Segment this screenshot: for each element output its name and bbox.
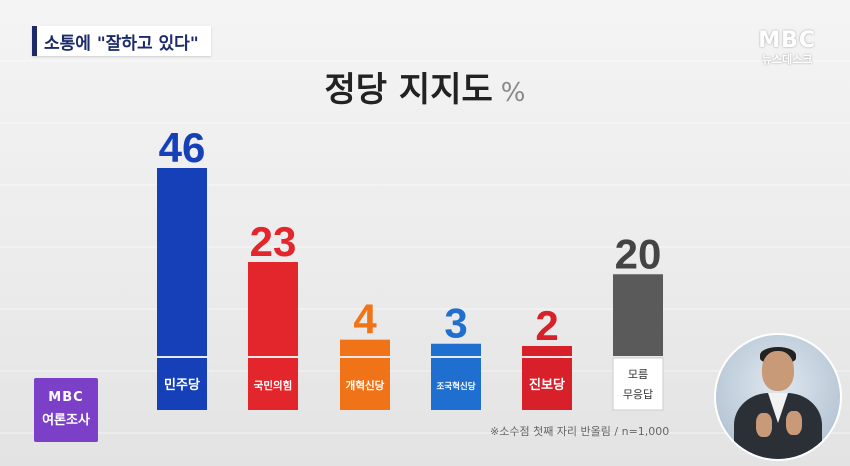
value-label-6: 20	[615, 230, 662, 277]
category-label-5: 진보당	[529, 377, 565, 393]
category-label-3: 개혁신당	[346, 379, 385, 392]
category-box-2	[248, 358, 298, 410]
program-name: 뉴스데스크	[761, 53, 813, 66]
category-box-3	[340, 358, 390, 410]
category-label-6-b: 무응답	[623, 388, 653, 401]
category-box-4	[431, 358, 481, 410]
category-box-1	[157, 358, 207, 410]
bar-3	[340, 339, 390, 356]
value-label-2: 23	[250, 218, 297, 265]
value-label-5: 2	[535, 302, 558, 349]
value-label-1: 46	[159, 124, 206, 171]
category-label-2: 국민의힘	[254, 379, 293, 392]
chart-title: 정당 지지도	[324, 70, 493, 110]
poll-badge-logo: MBC	[48, 390, 84, 405]
chart-title-wrap: 정당 지지도%	[0, 62, 850, 111]
category-box-6	[612, 357, 664, 411]
value-label-4: 3	[444, 300, 467, 347]
bar-6	[613, 274, 663, 356]
poll-badge: MBC 여론조사	[34, 378, 98, 442]
interpreter-right-hand	[786, 411, 802, 435]
bar-2	[248, 262, 298, 356]
category-label-4: 조국혁신당	[436, 381, 475, 392]
unit-label: %	[500, 78, 526, 108]
value-label-3: 4	[353, 296, 377, 343]
interpreter-left-hand	[756, 413, 772, 437]
category-label-6-a: 모름	[628, 368, 648, 381]
broadcaster-logo: MBC 뉴스데스크	[758, 28, 816, 67]
poll-badge-label: 여론조사	[42, 413, 90, 428]
bar-4	[431, 343, 481, 356]
topic-banner: 소통에 "잘하고 있다"	[32, 26, 211, 56]
sign-language-interpreter	[714, 333, 842, 461]
category-box-5	[522, 358, 572, 410]
category-label-1: 민주당	[164, 377, 200, 393]
bar-1	[157, 168, 207, 356]
footnote: ※소수점 첫째 자리 반올림 / n=1,000	[490, 425, 670, 438]
interpreter-head	[762, 351, 794, 391]
logo-text: MBC	[758, 28, 816, 53]
bar-5	[522, 346, 572, 356]
